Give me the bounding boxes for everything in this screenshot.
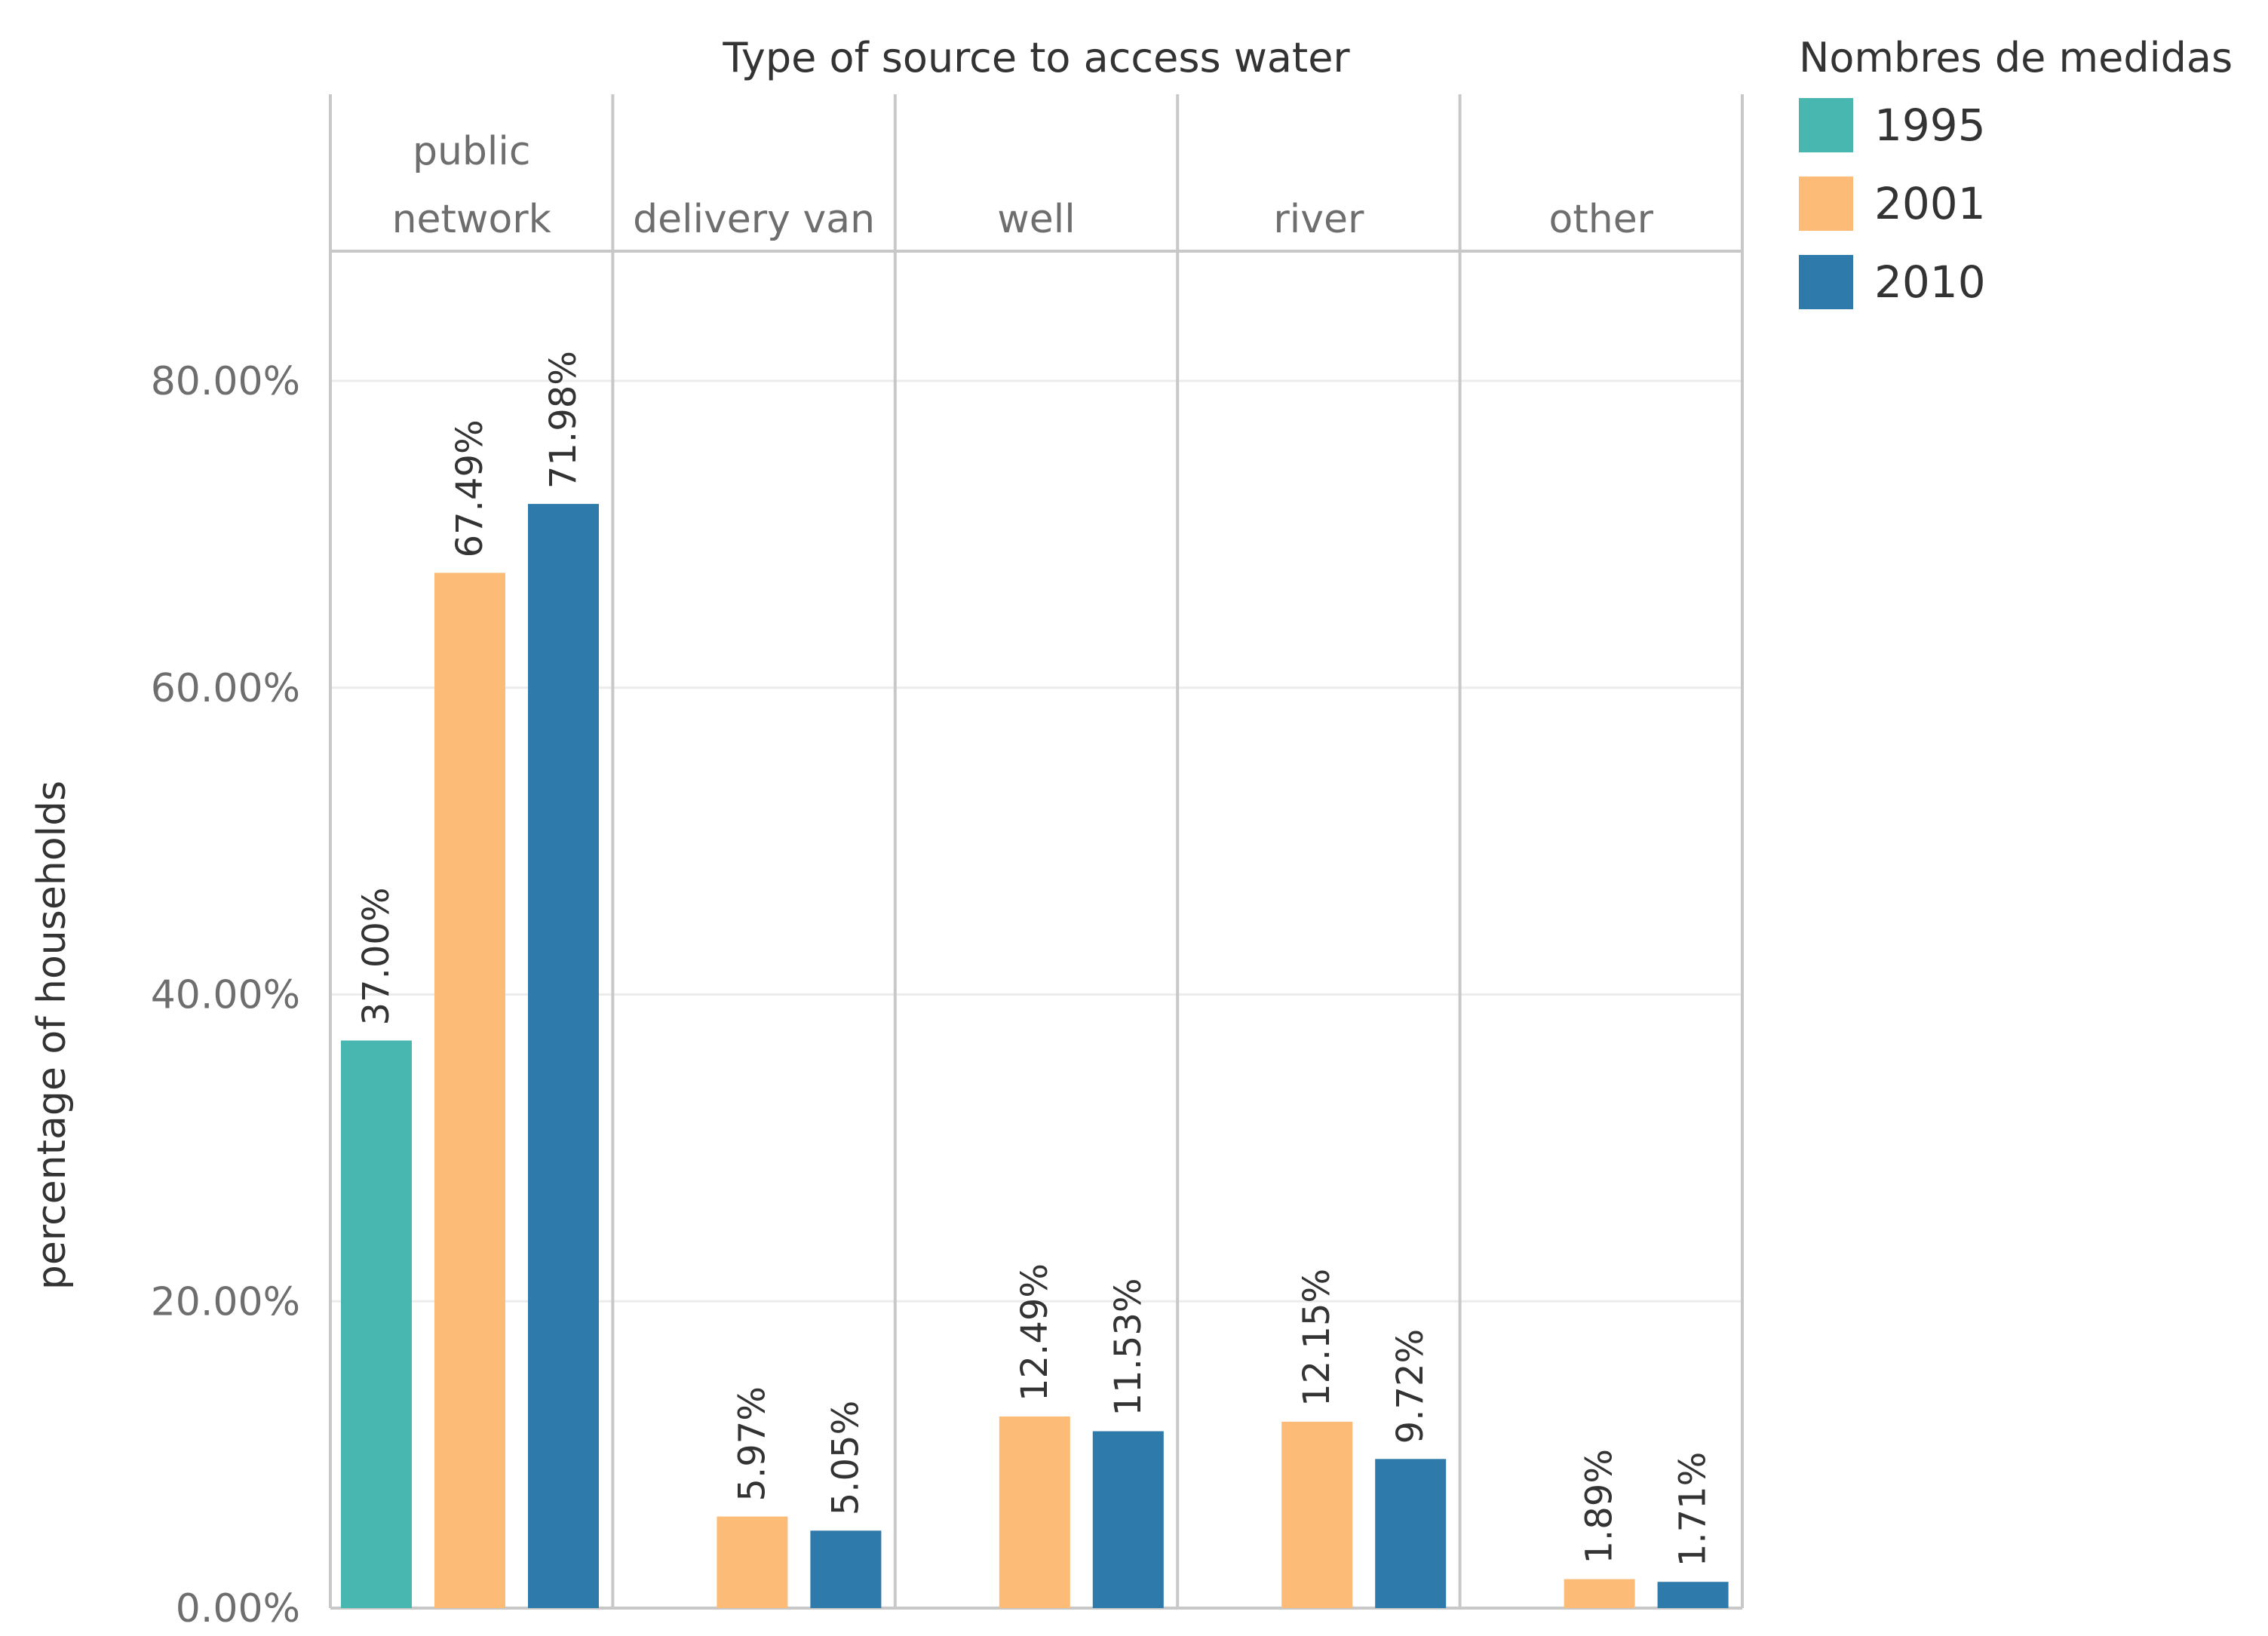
bar [1564,1579,1635,1608]
bar [341,1040,412,1608]
legend-label: 1995 [1874,100,1986,151]
bar-label: 12.49% [1014,1263,1056,1401]
y-tick-label: 60.00% [151,666,300,711]
category-header: river [1273,197,1364,242]
y-tick-label: 20.00% [151,1279,300,1324]
bar [1657,1582,1729,1608]
bar-label: 1.71% [1672,1452,1714,1567]
bar [717,1516,788,1608]
y-axis-label: percentage of households [29,781,75,1290]
bar-label: 37.00% [355,887,397,1025]
legend-swatch [1799,255,1853,309]
bar [999,1416,1070,1608]
category-header: network [392,197,551,242]
y-tick-label: 40.00% [151,973,300,1018]
bar-label: 12.15% [1296,1269,1338,1407]
bar-label: 67.49% [449,419,491,557]
bar-label: 9.72% [1389,1329,1432,1444]
bar-label: 5.05% [824,1401,867,1515]
bar-label: 5.97% [731,1386,773,1501]
bar-labels: 37.00% 67.49% 5.97% 12.49% 12.15% 1.89% 71.98%… [355,351,1714,1567]
bars [341,504,1729,1609]
category-header: other [1549,197,1654,242]
category-header: delivery van [633,197,875,242]
bar [1092,1431,1164,1608]
bar [1281,1421,1353,1608]
bar [1375,1459,1447,1608]
bar [810,1530,882,1608]
category-header: well [997,197,1075,242]
bar [528,504,599,1609]
column-title: Type of source to access water [722,34,1350,81]
legend-title: Nombres de medidas [1799,34,2233,81]
y-tick-label: 0.00% [176,1586,300,1631]
legend-label: 2001 [1874,178,1986,229]
bar-label: 1.89% [1579,1449,1621,1564]
legend-label: 2010 [1874,256,1986,308]
bar-label: 71.98% [542,351,585,489]
category-headers: public network delivery van well river other [392,129,1654,242]
y-axis-ticks: 0.00% 20.00% 40.00% 60.00% 80.00% [151,359,300,1631]
legend-swatch [1799,98,1853,152]
category-header: public [413,129,530,174]
y-tick-label: 80.00% [151,359,300,404]
bar [434,572,505,1608]
bar-label: 11.53% [1107,1278,1149,1416]
legend-swatch [1799,176,1853,231]
legend: 1995 2001 2010 [1799,98,1986,309]
